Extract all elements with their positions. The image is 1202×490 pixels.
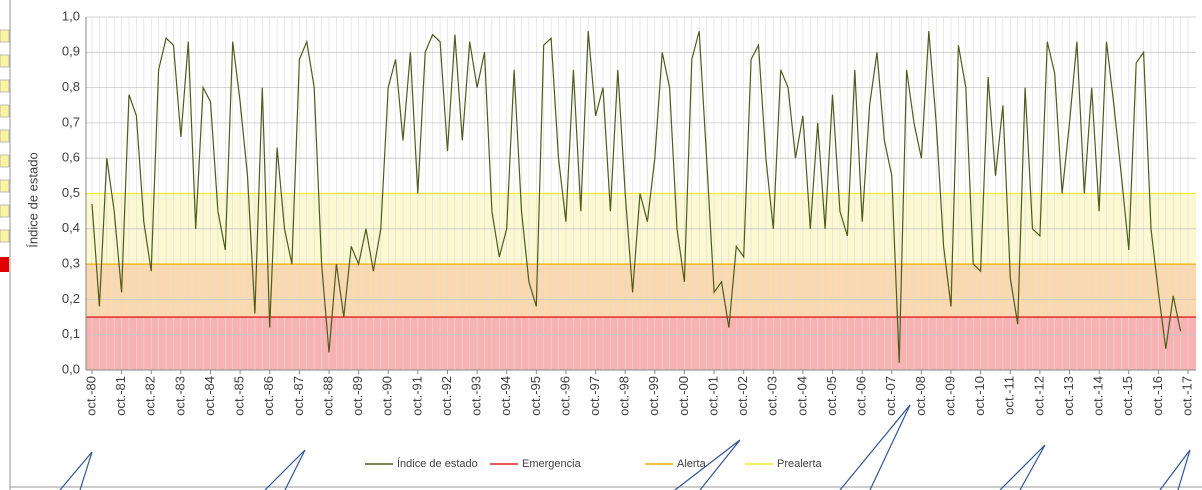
strip-cell <box>0 204 10 218</box>
y-tick-label: 0,6 <box>62 150 80 165</box>
strip-cell <box>0 257 9 272</box>
x-tick-label: oct.-84 <box>202 376 217 416</box>
x-tick-label: oct.-99 <box>646 376 661 416</box>
x-tick-label: oct.-06 <box>854 376 869 416</box>
x-tick-label: oct.-85 <box>232 376 247 416</box>
strip-cell <box>0 179 10 193</box>
x-tick-label: oct.-87 <box>291 376 306 416</box>
callout <box>999 444 1046 490</box>
x-tick-label: oct.-04 <box>794 376 809 416</box>
x-tick-label: oct.-07 <box>883 376 898 416</box>
callout <box>264 449 306 490</box>
x-tick-label: oct.-94 <box>498 376 513 416</box>
y-tick-label: 0,2 <box>62 291 80 306</box>
y-tick-label: 0,4 <box>62 220 80 235</box>
left-strip <box>0 0 11 490</box>
legend-label: Alerta <box>677 458 707 470</box>
x-tick-label: oct.-05 <box>824 376 839 416</box>
x-tick-label: oct.-16 <box>1150 376 1165 416</box>
y-tick-label: 0,7 <box>62 114 80 129</box>
x-tick-label: oct.-09 <box>942 376 957 416</box>
x-tick-label: oct.-89 <box>350 376 365 416</box>
x-tick-label: oct.-83 <box>172 376 187 416</box>
x-tick-label: oct.-02 <box>735 376 750 416</box>
x-tick-label: oct.-96 <box>557 376 572 416</box>
x-tick-label: oct.-95 <box>528 376 543 416</box>
x-tick-label: oct.-10 <box>972 376 987 416</box>
strip-cell <box>0 54 10 68</box>
x-tick-label: oct.-15 <box>1120 376 1135 416</box>
threshold-band <box>86 317 1196 370</box>
strip-cell <box>0 104 10 118</box>
y-tick-label: 0,9 <box>62 44 80 59</box>
callout <box>674 439 741 490</box>
x-tick-label: oct.-03 <box>765 376 780 416</box>
x-tick-label: oct.-92 <box>439 376 454 416</box>
strip-cell <box>0 79 10 93</box>
y-tick-label: 0,8 <box>62 79 80 94</box>
strip-cell <box>0 154 10 168</box>
x-tick-label: oct.-88 <box>320 376 335 416</box>
x-tick-label: oct.-12 <box>1031 376 1046 416</box>
callouts <box>59 404 1191 490</box>
x-tick-label: oct.-98 <box>617 376 632 416</box>
x-tick-label: oct.-93 <box>469 376 484 416</box>
x-tick-label: oct.-80 <box>83 376 98 416</box>
y-tick-label: 1,0 <box>62 8 80 23</box>
y-tick-label: 0,3 <box>62 256 80 271</box>
strip-cell <box>0 229 10 243</box>
x-tick-label: oct.-17 <box>1179 376 1194 416</box>
x-tick-label: oct.-01 <box>705 376 720 416</box>
series-line <box>91 30 1182 363</box>
x-tick-label: oct.-82 <box>143 376 158 416</box>
x-tick-label: oct.-86 <box>261 376 276 416</box>
callout <box>59 451 93 490</box>
strip-cell <box>0 29 10 43</box>
legend-label: Emergencia <box>522 458 582 470</box>
y-tick-label: 0,1 <box>62 326 80 341</box>
legend-label: Prealerta <box>777 458 823 470</box>
x-tick-label: oct.-11 <box>1002 376 1017 415</box>
y-tick-label: 0,0 <box>62 361 80 376</box>
plot-area: 0,0 0,1 0,2 0,3 0,4 0,5 0,6 0,7 0,8 0,9 1,0 oct.-80… <box>62 8 1196 416</box>
y-tick-label: 0,5 <box>62 185 80 200</box>
y-axis-title: Índice de estado <box>25 152 40 247</box>
callout <box>1159 449 1191 490</box>
x-tick-label: oct.-13 <box>1061 376 1076 416</box>
x-tick-label: oct.-90 <box>380 376 395 416</box>
x-tick-label: oct.-08 <box>913 376 928 416</box>
x-tick-label: oct.-14 <box>1091 376 1106 416</box>
callout <box>839 404 911 490</box>
x-tick-label: oct.-81 <box>113 376 128 416</box>
x-tick-label: oct.-00 <box>676 376 691 416</box>
strip-cell <box>0 129 10 143</box>
x-tick-label: oct.-91 <box>409 376 424 416</box>
legend-label: Índice de estado <box>397 457 478 470</box>
x-tick-label: oct.-97 <box>587 376 602 416</box>
